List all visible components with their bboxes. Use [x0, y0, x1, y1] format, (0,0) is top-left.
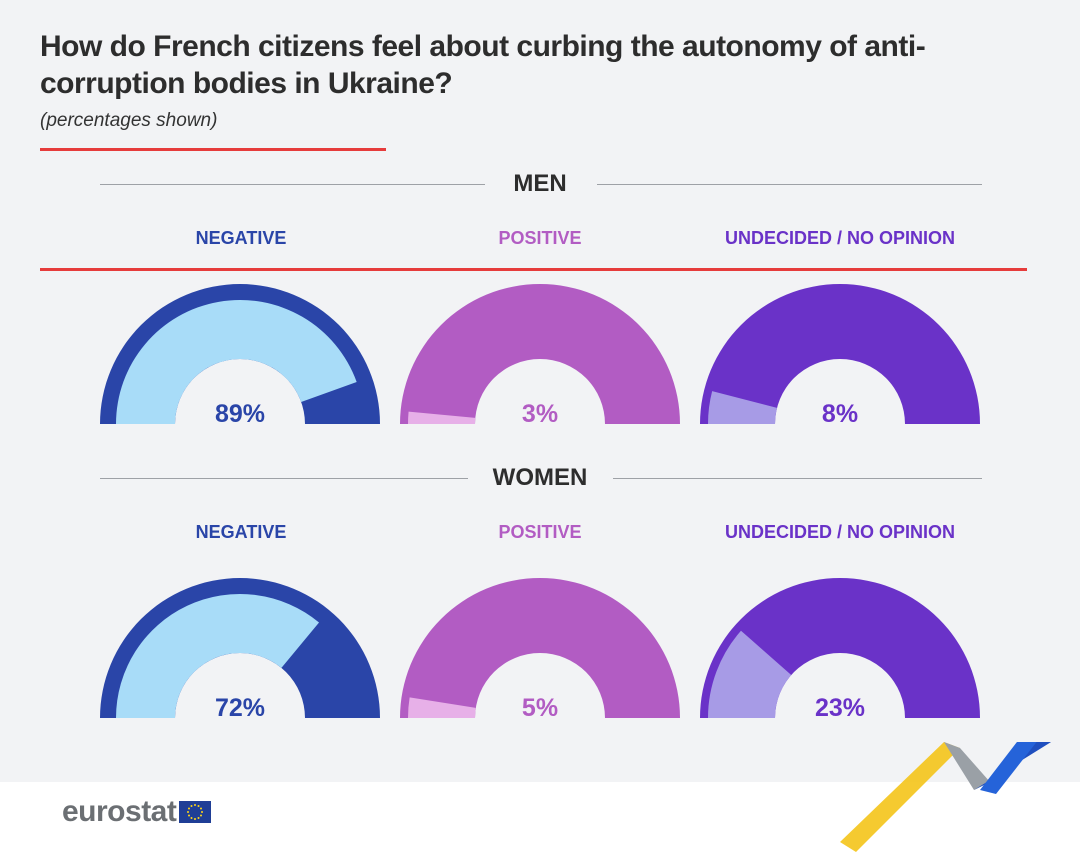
eurostat-logo: eurostat: [62, 795, 212, 829]
men-undecided-gauge-value: [708, 391, 778, 424]
women-negative-label: NEGATIVE: [195, 522, 287, 542]
women-section-title: WOMEN: [492, 464, 588, 491]
women-undecided-gauge-value: [708, 630, 792, 718]
women-undecided-label: UNDECIDED / NO OPINION: [724, 522, 956, 542]
women-undecided-value-label: 23%: [815, 694, 865, 722]
men-red-rule: [40, 268, 1027, 271]
women-divider-left: [100, 478, 468, 479]
men-positive-gauge-value: [408, 411, 476, 424]
men-positive-gauge-track: [400, 284, 680, 424]
women-positive-gauge-value: [408, 697, 476, 718]
men-positive-label: POSITIVE: [498, 228, 582, 248]
decorative-ribbon: [840, 742, 1052, 852]
women-negative-value-label: 72%: [215, 694, 265, 722]
men-undecided-gauge-track: [700, 284, 980, 424]
men-positive-value-label: 3%: [522, 400, 558, 428]
chart-title: How do French citizens feel about curbin…: [40, 30, 926, 100]
men-divider-right: [597, 184, 982, 185]
eu-flag-icon: [179, 801, 212, 823]
chart-subtitle: (percentages shown): [40, 110, 218, 131]
men-section-title: MEN: [513, 170, 567, 197]
men-negative-label: NEGATIVE: [195, 228, 287, 248]
women-divider-right: [613, 478, 982, 479]
men-undecided-value-label: 8%: [822, 400, 858, 428]
men-negative-value-label: 89%: [215, 400, 265, 428]
men-negative-gauge-value: [116, 300, 357, 424]
men-divider-left: [100, 184, 485, 185]
women-positive-value-label: 5%: [522, 694, 558, 722]
women-positive-gauge-track: [400, 578, 680, 718]
women-negative-gauge-value: [116, 594, 320, 718]
eurostat-logo-text: eurostat: [62, 795, 177, 828]
men-undecided-label: UNDECIDED / NO OPINION: [724, 228, 956, 248]
title-underline: [40, 148, 386, 151]
women-positive-label: POSITIVE: [498, 522, 582, 542]
